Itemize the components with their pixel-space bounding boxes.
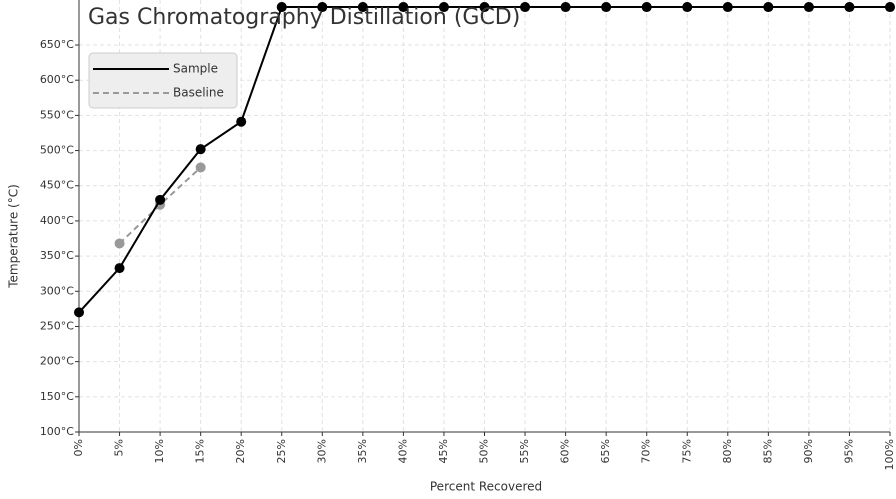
data-point <box>479 2 490 13</box>
x-tick-label: 50% <box>478 439 491 463</box>
y-tick-label: 250°C <box>40 319 74 332</box>
x-tick-label: 0% <box>72 439 85 456</box>
data-point <box>357 2 368 13</box>
data-point <box>844 2 855 13</box>
legend-box <box>88 52 238 109</box>
x-tick-label: 60% <box>559 439 572 463</box>
x-tick-label: 40% <box>396 439 409 463</box>
x-tick-label: 20% <box>234 439 247 463</box>
chart-title: Gas Chromatography Distillation (GCD) <box>88 5 520 30</box>
data-point <box>885 2 895 13</box>
data-point <box>317 2 328 13</box>
data-point <box>236 116 247 127</box>
x-tick-label: 35% <box>356 439 369 463</box>
x-tick-label: 25% <box>275 439 288 463</box>
x-tick-label: 15% <box>194 439 207 463</box>
legend-label: Sample <box>173 62 218 76</box>
data-point <box>74 307 84 318</box>
x-tick-label: 70% <box>640 439 653 463</box>
legend-label: Baseline <box>173 86 224 100</box>
data-point <box>195 162 206 173</box>
data-point <box>682 2 693 13</box>
data-point <box>722 2 733 13</box>
y-tick-label: 400°C <box>40 214 74 227</box>
x-axis-label: Percent Recovered <box>430 480 542 494</box>
data-point <box>195 144 206 155</box>
y-tick-label: 550°C <box>40 108 74 121</box>
data-point <box>114 238 125 249</box>
y-tick-label: 100°C <box>40 425 74 438</box>
x-tick-label: 95% <box>842 439 855 463</box>
y-tick-label: 200°C <box>40 355 74 368</box>
x-tick-label: 55% <box>518 439 531 463</box>
y-tick-label: 300°C <box>40 284 74 297</box>
y-tick-label: 650°C <box>40 38 74 51</box>
legend: Sample Baseline <box>88 52 238 109</box>
x-tick-label: 85% <box>761 439 774 463</box>
x-tick-label: 100% <box>883 439 896 470</box>
y-tick-label: 500°C <box>40 144 74 157</box>
data-point <box>560 2 571 13</box>
y-tick-label: 450°C <box>40 179 74 192</box>
data-point <box>641 2 652 13</box>
x-tick-label: 10% <box>153 439 166 463</box>
x-tick-label: 75% <box>680 439 693 463</box>
data-point <box>763 2 774 13</box>
data-point <box>114 263 125 274</box>
y-tick-label: 350°C <box>40 249 74 262</box>
x-tick-label: 5% <box>113 439 126 456</box>
data-point <box>155 194 166 205</box>
plot-front <box>74 2 895 318</box>
data-point <box>276 2 287 13</box>
series-line <box>118 166 202 245</box>
data-point <box>520 2 531 13</box>
data-point <box>398 2 409 13</box>
x-tick-label: 65% <box>599 439 612 463</box>
x-tick-label: 80% <box>721 439 734 463</box>
y-tick-label: 150°C <box>40 390 74 403</box>
data-point <box>803 2 814 13</box>
x-tick-label: 30% <box>315 439 328 463</box>
y-tick-label: 600°C <box>40 73 74 86</box>
x-tick-label: 45% <box>437 439 450 463</box>
data-point <box>601 2 612 13</box>
x-tick-label: 90% <box>802 439 815 463</box>
data-point <box>438 2 449 13</box>
y-axis-label: Temperature (°C) <box>7 184 21 289</box>
